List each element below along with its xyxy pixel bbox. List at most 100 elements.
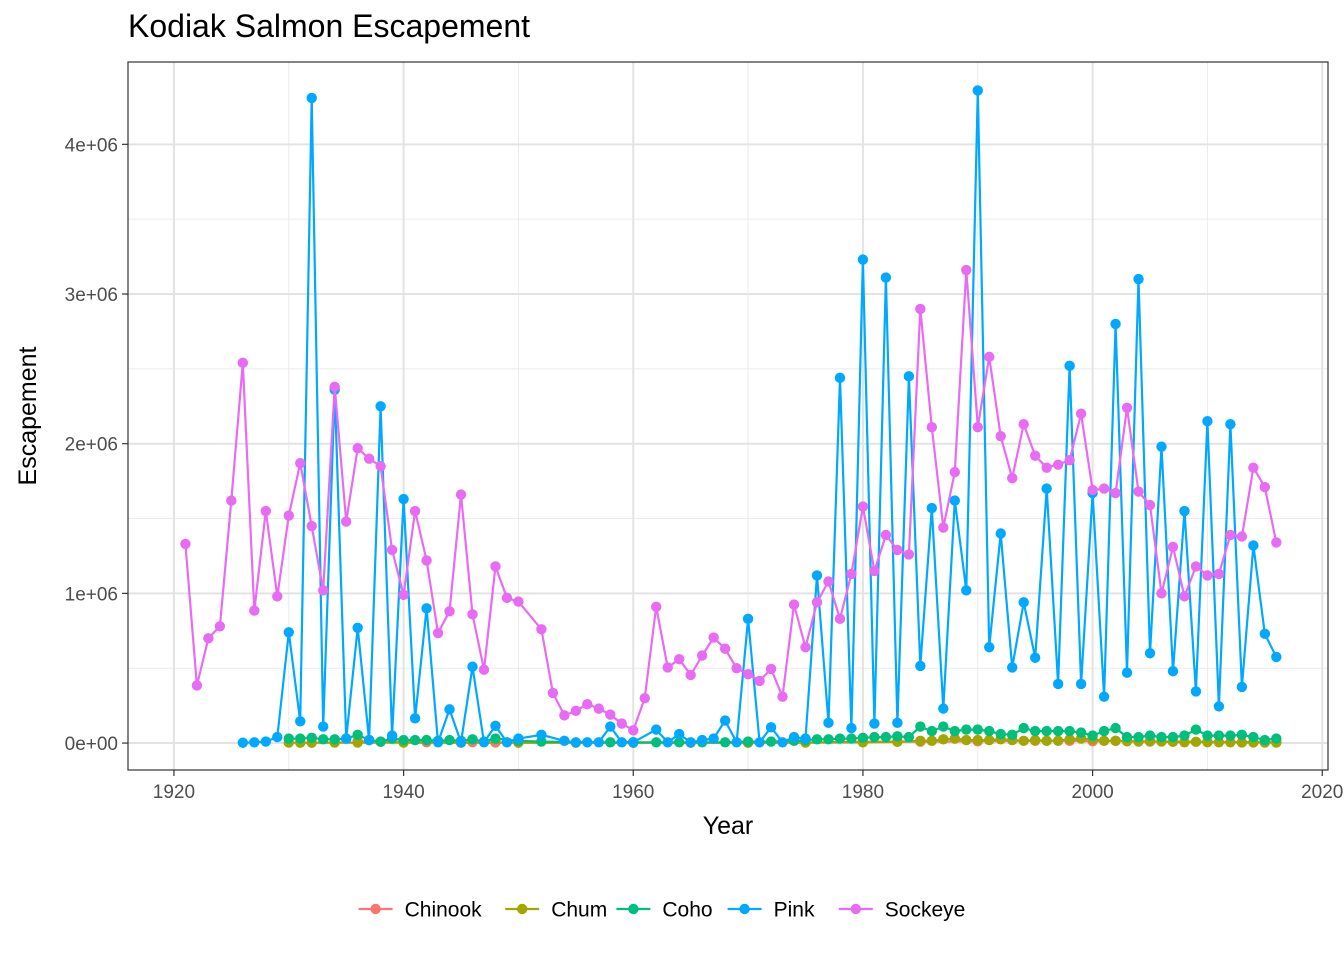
data-point-pink: [1202, 416, 1213, 427]
data-point-sockeye: [191, 680, 203, 691]
legend-item-chum: Chum: [505, 899, 607, 922]
data-point-sockeye: [203, 633, 214, 644]
data-point-pink: [984, 642, 995, 653]
data-point-coho: [1236, 729, 1248, 741]
data-point-coho: [1213, 730, 1225, 741]
data-point-pink: [306, 92, 317, 104]
legend-label-chinook: Chinook: [405, 899, 483, 922]
data-point-pink: [1110, 318, 1121, 330]
data-point-sockeye: [800, 642, 811, 653]
data-point-pink: [811, 570, 823, 581]
data-point-coho: [1248, 731, 1259, 743]
x-tick-label: 1960: [612, 782, 654, 803]
legend-label-chum: Chum: [551, 899, 607, 922]
data-point-sockeye: [1007, 472, 1018, 484]
data-point-chum: [1064, 734, 1075, 745]
data-point-coho: [1110, 722, 1121, 734]
data-point-coho: [1190, 724, 1202, 735]
data-point-pink: [823, 717, 834, 729]
data-point-pink: [398, 493, 409, 505]
data-point-coho: [972, 724, 983, 735]
data-point-pink: [501, 737, 513, 748]
data-point-sockeye: [444, 606, 455, 617]
data-point-sockeye: [1225, 529, 1236, 541]
data-point-sockeye: [1202, 570, 1213, 581]
data-point-pink: [559, 735, 570, 747]
data-point-coho: [444, 734, 455, 746]
data-point-pink: [283, 627, 294, 638]
data-point-pink: [628, 737, 639, 748]
data-point-pink: [880, 272, 892, 283]
data-point-pink: [869, 718, 880, 729]
data-point-pink: [421, 603, 432, 614]
data-point-pink: [846, 722, 857, 734]
data-point-sockeye: [903, 549, 915, 560]
data-point-sockeye: [513, 596, 524, 607]
data-point-sockeye: [582, 698, 593, 710]
data-point-sockeye: [938, 522, 949, 533]
data-point-pink: [708, 733, 719, 744]
data-point-coho: [719, 737, 731, 748]
data-point-coho: [984, 725, 995, 737]
data-point-coho: [490, 733, 501, 744]
data-point-pink: [582, 737, 593, 748]
data-point-pink: [455, 737, 467, 748]
data-point-pink: [490, 720, 501, 732]
data-point-coho: [938, 721, 949, 732]
data-point-coho: [915, 721, 926, 732]
data-point-sockeye: [1259, 481, 1271, 493]
data-point-sockeye: [1110, 487, 1121, 499]
data-point-pink: [1271, 651, 1282, 663]
data-point-sockeye: [639, 692, 650, 704]
data-point-pink: [352, 622, 363, 634]
data-point-coho: [903, 731, 915, 743]
data-point-pink: [662, 737, 673, 748]
data-point-coho: [1271, 733, 1282, 744]
data-point-coho: [421, 734, 432, 746]
data-point-coho: [823, 734, 834, 745]
data-point-pink: [1007, 662, 1018, 673]
data-point-sockeye: [295, 457, 306, 469]
data-point-sockeye: [1087, 484, 1098, 496]
data-point-sockeye: [1248, 462, 1259, 473]
data-point-pink: [995, 528, 1006, 539]
data-point-coho: [352, 729, 363, 741]
data-point-chum: [352, 737, 363, 748]
data-point-pink: [696, 734, 708, 746]
data-point-pink: [1190, 686, 1202, 697]
data-point-coho: [605, 737, 616, 748]
x-tick-label: 1940: [382, 782, 424, 803]
series-layer: [180, 85, 1282, 748]
data-point-pink: [444, 704, 455, 715]
data-point-pink: [570, 737, 582, 748]
data-point-chum: [961, 734, 972, 746]
data-point-sockeye: [915, 303, 926, 315]
data-point-pink: [1179, 505, 1190, 517]
data-point-pink: [375, 401, 386, 412]
data-point-sockeye: [260, 505, 271, 517]
data-point-pink: [1018, 597, 1029, 608]
data-point-sockeye: [180, 538, 191, 550]
data-point-coho: [1041, 725, 1052, 737]
data-point-pink: [719, 715, 731, 726]
data-point-coho: [295, 733, 306, 744]
data-point-sockeye: [214, 621, 226, 632]
data-point-sockeye: [685, 669, 696, 681]
data-point-sockeye: [984, 351, 995, 363]
data-point-chum: [1029, 734, 1041, 746]
legend-key-point-sockeye: [850, 903, 861, 915]
data-point-sockeye: [398, 589, 409, 601]
data-point-sockeye: [1018, 419, 1029, 430]
data-point-pink: [1052, 678, 1064, 690]
legend-item-sockeye: Sockeye: [838, 899, 965, 922]
data-point-coho: [880, 731, 892, 743]
data-point-pink: [1156, 441, 1167, 452]
data-point-sockeye: [949, 466, 960, 478]
data-point-pink: [295, 716, 306, 727]
data-point-coho: [961, 724, 972, 735]
data-point-sockeye: [788, 599, 800, 610]
y-tick-label: 1e+06: [65, 584, 118, 605]
data-point-sockeye: [1098, 483, 1110, 494]
data-point-pink: [1075, 678, 1087, 690]
data-point-chum: [1052, 735, 1064, 747]
